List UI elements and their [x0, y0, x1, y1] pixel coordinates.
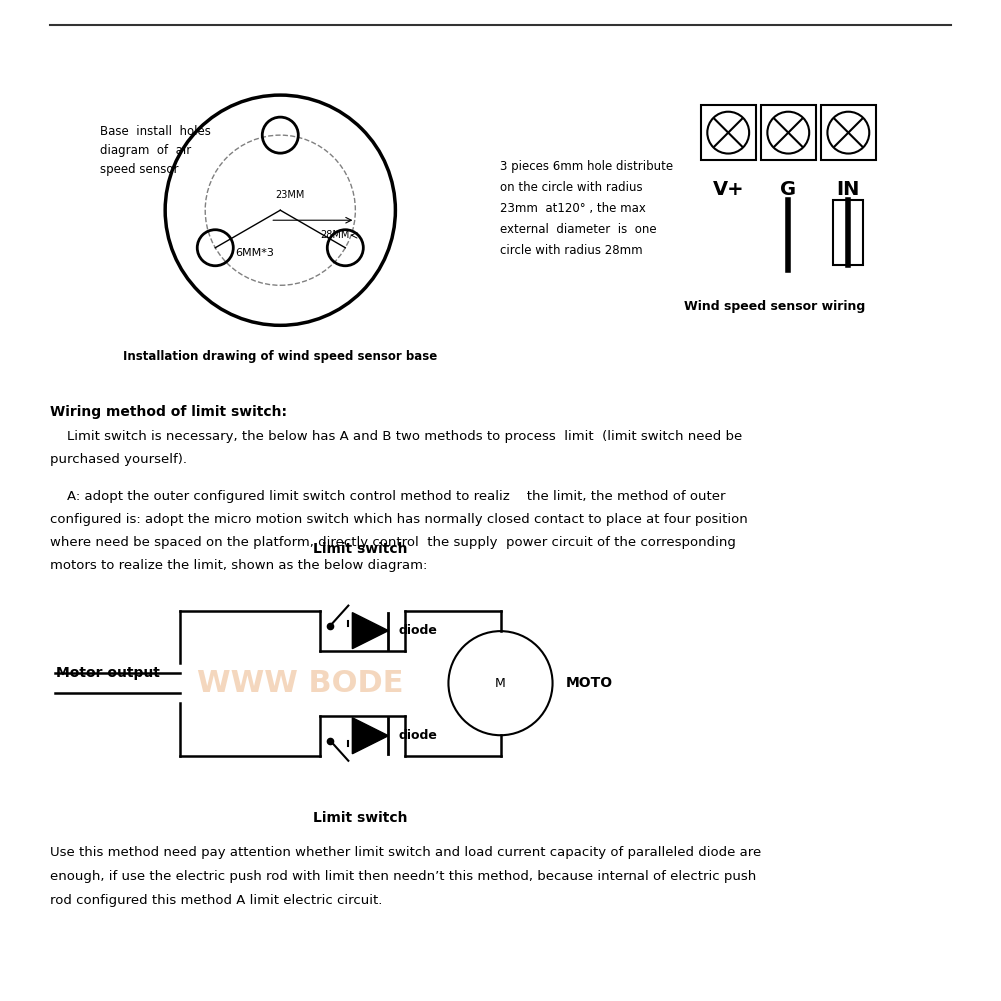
Text: Base  install  holes
diagram  of  air
speed sensor: Base install holes diagram of air speed …	[100, 125, 211, 175]
Text: Installation drawing of wind speed sensor base: Installation drawing of wind speed senso…	[123, 350, 437, 363]
Text: diode: diode	[398, 625, 437, 637]
Text: Limit switch: Limit switch	[313, 542, 407, 556]
Text: 28MM: 28MM	[320, 230, 349, 240]
Text: 6MM*3: 6MM*3	[235, 248, 274, 257]
Text: M: M	[495, 677, 506, 690]
Text: Motor output: Motor output	[56, 667, 160, 680]
Text: Use this method need pay attention whether limit switch and load current capacit: Use this method need pay attention wheth…	[50, 846, 762, 907]
Polygon shape	[352, 718, 388, 754]
Text: Limit switch: Limit switch	[313, 811, 407, 825]
Text: IN: IN	[837, 180, 860, 199]
Text: V+: V+	[713, 180, 744, 199]
Text: Wind speed sensor wiring: Wind speed sensor wiring	[684, 300, 865, 313]
Text: 3 pieces 6mm hole distribute
on the circle with radius
23mm  at120° , the max
ex: 3 pieces 6mm hole distribute on the circ…	[500, 160, 674, 257]
Text: Limit switch is necessary, the below has A and B two methods to process  limit  : Limit switch is necessary, the below has…	[50, 430, 743, 466]
Text: MOTO: MOTO	[566, 677, 613, 690]
Text: 23MM: 23MM	[275, 190, 305, 200]
Text: Wiring method of limit switch:: Wiring method of limit switch:	[50, 405, 287, 419]
Text: WWW BODE: WWW BODE	[197, 669, 403, 698]
Text: G: G	[780, 180, 797, 199]
Text: A: adopt the outer configured limit switch control method to realiz    the limit: A: adopt the outer configured limit swit…	[50, 490, 748, 573]
Circle shape	[448, 632, 553, 735]
Polygon shape	[352, 613, 388, 649]
Text: diode: diode	[398, 730, 437, 742]
